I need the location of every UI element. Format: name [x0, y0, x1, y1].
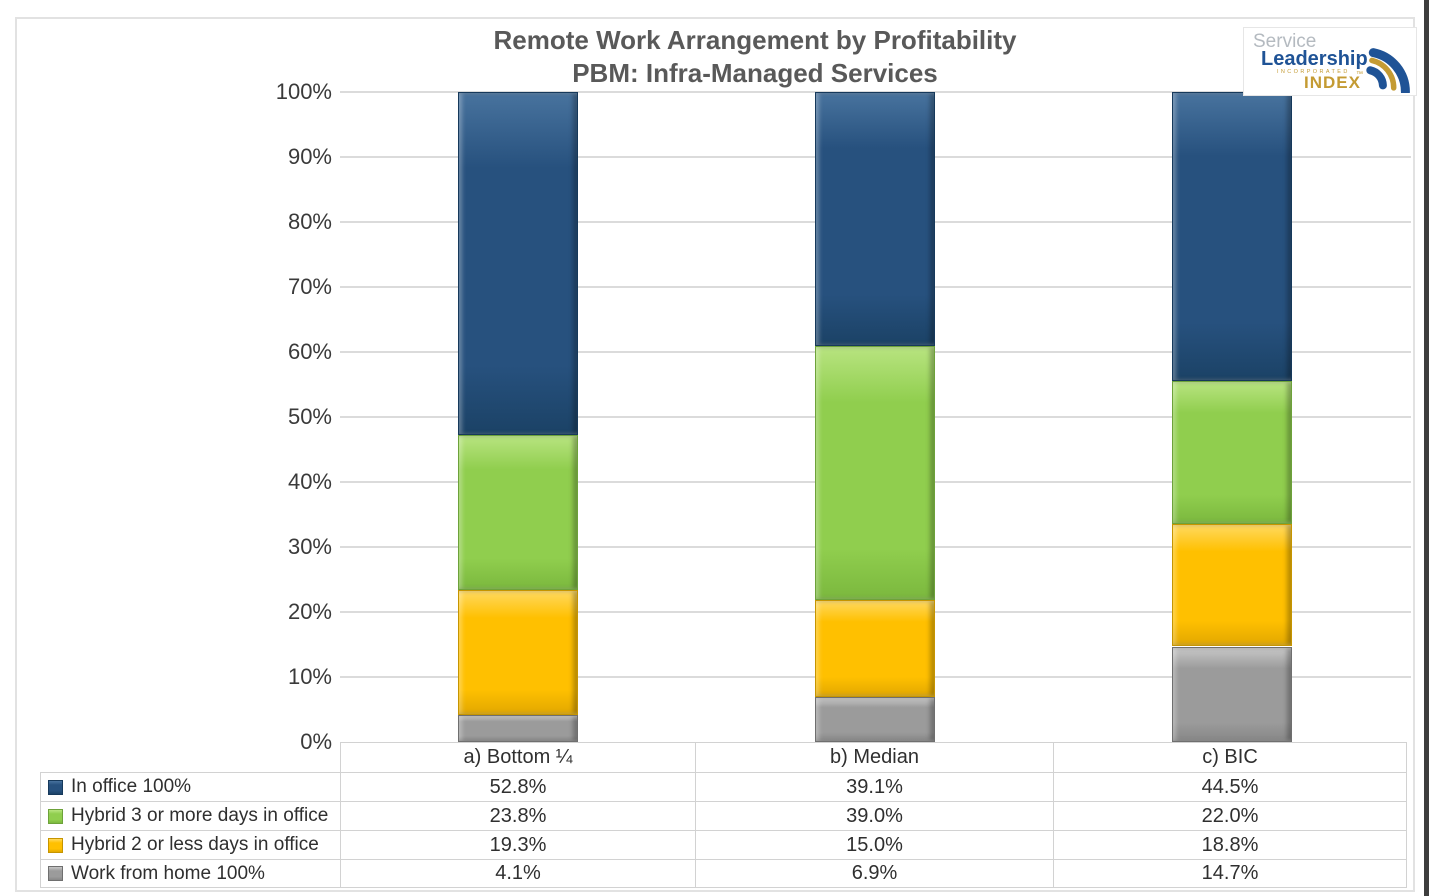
table-value-cell: 39.1%	[695, 772, 1053, 801]
y-axis-tick-label: 10%	[287, 664, 332, 689]
legend-label: Hybrid 2 or less days in office	[71, 834, 319, 855]
bar-segment	[1172, 646, 1292, 742]
y-axis-tick-label: 90%	[287, 144, 332, 169]
bar-segment	[1172, 524, 1292, 647]
table-value-cell: 22.0%	[1053, 801, 1407, 830]
legend-swatch-icon	[48, 837, 63, 853]
service-leadership-logo: Service Leadership INCORPORATED INDEX ™	[1243, 27, 1417, 97]
logo-trademark: ™	[1356, 71, 1363, 78]
window-right-edge	[1424, 0, 1429, 896]
table-value-cell: 15.0%	[695, 830, 1053, 859]
logo-graphic: Service Leadership INCORPORATED INDEX ™	[1253, 31, 1410, 97]
legend-swatch-icon	[48, 866, 63, 881]
bar-segment	[458, 435, 578, 590]
table-value-cell: 6.9%	[695, 859, 1053, 888]
bar-segment	[1172, 92, 1292, 382]
table-corner-blank	[40, 742, 340, 772]
y-axis-tick-label: 60%	[287, 339, 332, 364]
y-axis-tick-label: 20%	[287, 599, 332, 624]
legend-item: Hybrid 3 or more days in office	[40, 801, 340, 830]
table-value-cell: 14.7%	[1053, 859, 1407, 888]
legend-item: Work from home 100%	[40, 859, 340, 888]
data-table: a) Bottom ¼ b) Median c) BIC In office 100%…	[40, 742, 1407, 888]
bar-segment	[815, 346, 935, 600]
chart-title: Remote Work Arrangement by Profitability	[493, 25, 1017, 55]
table-value-cell: 52.8%	[340, 772, 695, 801]
legend-label: Hybrid 3 or more days in office	[71, 805, 329, 826]
table-value-cell: 4.1%	[340, 859, 695, 888]
bar-segment	[815, 599, 935, 698]
y-axis-tick-label: 80%	[287, 209, 332, 234]
y-axis-tick-label: 30%	[287, 534, 332, 559]
table-value-cell: 18.8%	[1053, 830, 1407, 859]
logo-word-leadership: Leadership	[1261, 48, 1368, 70]
chart-subtitle: PBM: Infra-Managed Services	[572, 58, 938, 88]
table-value-cell: 44.5%	[1053, 772, 1407, 801]
y-axis-tick-label: 50%	[287, 404, 332, 429]
legend-label: In office 100%	[71, 776, 192, 797]
bar-segment	[1172, 381, 1292, 525]
logo-word-service: Service	[1253, 31, 1316, 52]
logo-word-incorporated: INCORPORATED	[1277, 69, 1350, 75]
table-column-header: a) Bottom ¼	[340, 742, 695, 772]
bar-segment	[815, 92, 935, 347]
table-value-cell: 23.8%	[340, 801, 695, 830]
table-column-header: c) BIC	[1053, 742, 1407, 772]
table-value-cell: 19.3%	[340, 830, 695, 859]
bar-segment	[458, 589, 578, 716]
chart-title-block: Remote Work Arrangement by Profitability…	[240, 24, 1270, 90]
legend-swatch-icon	[48, 808, 63, 824]
y-axis-tick-label: 0%	[300, 729, 332, 754]
legend-swatch-icon	[48, 779, 63, 795]
legend-item: Hybrid 2 or less days in office	[40, 830, 340, 859]
logo-swoosh-icon	[1366, 48, 1410, 97]
legend-item: In office 100%	[40, 772, 340, 801]
table-value-cell: 39.0%	[695, 801, 1053, 830]
table-column-header: b) Median	[695, 742, 1053, 772]
legend-label: Work from home 100%	[71, 862, 265, 884]
bar-segment	[458, 715, 578, 742]
y-axis-tick-label: 100%	[275, 79, 332, 104]
y-axis-tick-label: 40%	[287, 469, 332, 494]
logo-word-index: INDEX	[1304, 73, 1361, 92]
y-axis-tick-label: 70%	[287, 274, 332, 299]
bar-segment	[815, 697, 935, 742]
bar-segment	[458, 92, 578, 436]
